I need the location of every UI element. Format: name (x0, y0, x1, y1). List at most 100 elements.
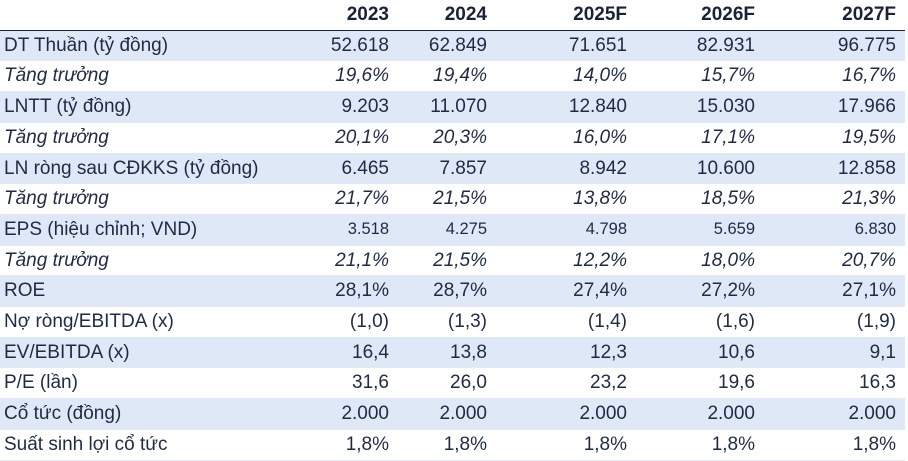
cell-value: 13,8 (398, 337, 496, 369)
cell-value: 10,6 (636, 337, 764, 369)
cell-value: 28,1% (296, 275, 398, 308)
cell-value: 15.030 (636, 91, 764, 123)
cell-value: (1,6) (636, 306, 764, 338)
cell-value: 19,5% (764, 122, 905, 154)
header-row: 2023 2024 2025F 2026F 2027F (0, 0, 905, 31)
cell-value: 17,1% (636, 122, 764, 154)
row-label: Tăng trưởng (0, 245, 296, 277)
cell-value: 82.931 (636, 30, 764, 62)
year-header-2024: 2024 (398, 0, 496, 31)
cell-value: 27,1% (764, 275, 905, 308)
year-header-2027f: 2027F (764, 0, 905, 31)
row-dividend: Cổ tức (đồng) 2.000 2.000 2.000 2.000 2.… (0, 398, 905, 430)
cell-value: 12,2% (496, 245, 636, 277)
cell-value: 2.000 (496, 398, 636, 430)
cell-value: 21,5% (398, 183, 496, 215)
cell-value: 23,2 (496, 367, 636, 400)
cell-value: 4.798 (496, 214, 636, 246)
row-eps-growth: Tăng trưởng 21,1% 21,5% 12,2% 18,0% 20,7… (0, 245, 905, 277)
cell-value: 8.942 (496, 153, 636, 185)
cell-value: 11.070 (398, 91, 496, 123)
row-net-profit: LN ròng sau CĐKKS (tỷ đồng) 6.465 7.857 … (0, 153, 905, 185)
cell-value: 96.775 (764, 30, 905, 62)
cell-value: 28,7% (398, 275, 496, 308)
row-net-profit-growth: Tăng trưởng 21,7% 21,5% 13,8% 18,5% 21,3… (0, 183, 905, 215)
cell-value: 18,0% (636, 245, 764, 277)
cell-value: 26,0 (398, 367, 496, 400)
row-label: LN ròng sau CĐKKS (tỷ đồng) (0, 153, 296, 185)
row-pbt-growth: Tăng trưởng 20,1% 20,3% 16,0% 17,1% 19,5… (0, 122, 905, 154)
row-revenue-growth: Tăng trưởng 19,6% 19,4% 14,0% 15,7% 16,7… (0, 60, 905, 93)
cell-value: 62.849 (398, 30, 496, 62)
row-label: P/E (lần) (0, 367, 296, 400)
cell-value: 1,8% (296, 429, 398, 461)
cell-value: 2.000 (764, 398, 905, 430)
cell-value: (1,3) (398, 306, 496, 338)
cell-value: 10.600 (636, 153, 764, 185)
cell-value: 15,7% (636, 60, 764, 93)
row-net-revenue: DT Thuần (tỷ đồng) 52.618 62.849 71.651 … (0, 30, 905, 62)
row-label: Cổ tức (đồng) (0, 398, 296, 430)
row-label: Tăng trưởng (0, 60, 296, 93)
cell-value: 16,0% (496, 122, 636, 154)
cell-value: 1,8% (764, 429, 905, 461)
row-label: Tăng trưởng (0, 122, 296, 154)
year-header-2023: 2023 (296, 0, 398, 31)
cell-value: 17.966 (764, 91, 905, 123)
cell-value: 16,4 (296, 337, 398, 369)
cell-value: 19,6% (296, 60, 398, 93)
row-label: EV/EBITDA (x) (0, 337, 296, 369)
cell-value: 21,5% (398, 245, 496, 277)
cell-value: 12.858 (764, 153, 905, 185)
cell-value: 20,1% (296, 122, 398, 154)
row-label: Tăng trưởng (0, 183, 296, 215)
cell-value: 13,8% (496, 183, 636, 215)
cell-value: (1,4) (496, 306, 636, 338)
cell-value: 71.651 (496, 30, 636, 62)
cell-value: 7.857 (398, 153, 496, 185)
cell-value: 1,8% (496, 429, 636, 461)
year-header-2026f: 2026F (636, 0, 764, 31)
cell-value: 6.465 (296, 153, 398, 185)
row-net-debt-ebitda: Nợ ròng/EBITDA (x) (1,0) (1,3) (1,4) (1,… (0, 306, 905, 338)
row-label: ROE (0, 275, 296, 308)
cell-value: 2.000 (296, 398, 398, 430)
cell-value: 21,7% (296, 183, 398, 215)
cell-value: 12,3 (496, 337, 636, 369)
cell-value: 9.203 (296, 91, 398, 123)
row-eps: EPS (hiệu chỉnh; VND) 3.518 4.275 4.798 … (0, 214, 905, 246)
row-label: DT Thuần (tỷ đồng) (0, 30, 296, 62)
cell-value: 6.830 (764, 214, 905, 246)
cell-value: 3.518 (296, 214, 398, 246)
cell-value: 12.840 (496, 91, 636, 123)
row-pe: P/E (lần) 31,6 26,0 23,2 19,6 16,3 (0, 367, 905, 400)
row-label: LNTT (tỷ đồng) (0, 91, 296, 123)
row-label: EPS (hiệu chỉnh; VND) (0, 214, 296, 246)
cell-value: 9,1 (764, 337, 905, 369)
cell-value: 5.659 (636, 214, 764, 246)
cell-value: 19,6 (636, 367, 764, 400)
cell-value: 21,1% (296, 245, 398, 277)
cell-value: 52.618 (296, 30, 398, 62)
cell-value: 20,3% (398, 122, 496, 154)
cell-value: 19,4% (398, 60, 496, 93)
cell-value: 1,8% (398, 429, 496, 461)
cell-value: (1,9) (764, 306, 905, 338)
cell-value: 1,8% (636, 429, 764, 461)
cell-value: 27,2% (636, 275, 764, 308)
cell-value: 14,0% (496, 60, 636, 93)
row-roe: ROE 28,1% 28,7% 27,4% 27,2% 27,1% (0, 275, 905, 308)
cell-value: 21,3% (764, 183, 905, 215)
cell-value: 31,6 (296, 367, 398, 400)
year-header-2025f: 2025F (496, 0, 636, 31)
cell-value: 2.000 (398, 398, 496, 430)
row-label: Suất sinh lợi cổ tức (0, 429, 296, 461)
header-label-cell (0, 0, 296, 31)
cell-value: 18,5% (636, 183, 764, 215)
cell-value: 4.275 (398, 214, 496, 246)
cell-value: 20,7% (764, 245, 905, 277)
cell-value: 2.000 (636, 398, 764, 430)
row-label: Nợ ròng/EBITDA (x) (0, 306, 296, 338)
cell-value: (1,0) (296, 306, 398, 338)
